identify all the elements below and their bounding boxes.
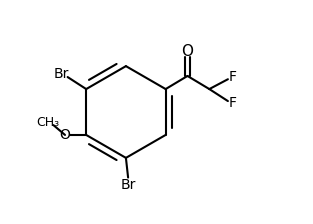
Text: Br: Br — [54, 67, 69, 82]
Text: F: F — [228, 71, 236, 84]
Text: O: O — [59, 128, 70, 142]
Text: CH₃: CH₃ — [36, 116, 59, 129]
Text: O: O — [182, 44, 193, 59]
Text: Br: Br — [121, 178, 136, 192]
Text: F: F — [228, 96, 236, 110]
